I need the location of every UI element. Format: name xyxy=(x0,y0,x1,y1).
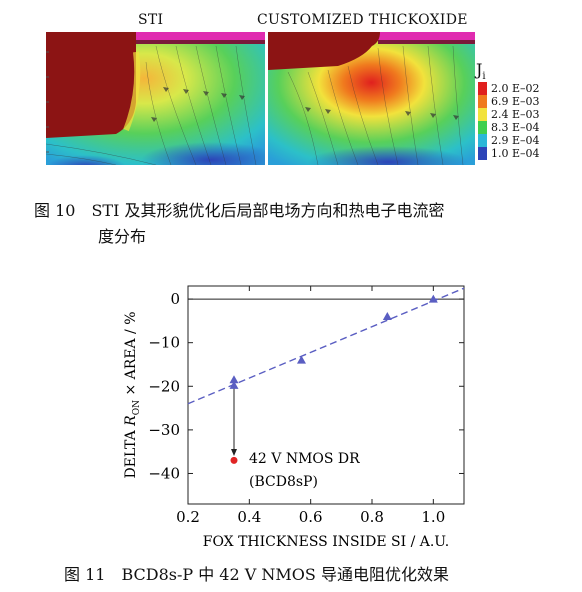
field-plot-sti xyxy=(46,32,265,165)
panel-title-customized: CUSTOMIZED THICKOXIDE xyxy=(257,12,468,28)
x-tick-label: 0.2 xyxy=(176,508,200,526)
x-axis-label: FOX THICKNESS INSIDE SI / A.U. xyxy=(203,534,450,550)
legend-label: 2.4 E–03 xyxy=(491,108,540,121)
x-tick-label: 0.6 xyxy=(299,508,323,526)
legend-swatch xyxy=(478,95,487,108)
legend-swatch xyxy=(478,121,487,134)
x-tick-label: 0.8 xyxy=(360,508,384,526)
legend-label: 1.0 E–04 xyxy=(491,147,540,160)
legend-swatch xyxy=(478,134,487,147)
plot-frame xyxy=(187,285,465,505)
y-tick-label: −30 xyxy=(148,421,180,439)
legend-entry: 1.0 E–04 xyxy=(478,147,540,160)
annotation-arrowhead xyxy=(231,449,237,457)
data-point-triangle xyxy=(229,375,239,384)
panel-title-sti: STI xyxy=(138,12,164,28)
figure11-caption: 图 11 BCD8s-P 中 42 V NMOS 导通电阻优化效果 xyxy=(64,565,449,584)
legend-entry: 2.9 E–04 xyxy=(478,134,540,147)
y-tick-label: −40 xyxy=(148,464,180,482)
legend-swatch xyxy=(478,108,487,121)
data-point-circle xyxy=(230,456,238,464)
y-tick-label: −10 xyxy=(148,334,180,352)
legend-label: 2.9 E–04 xyxy=(491,134,540,147)
x-tick-label: 0.4 xyxy=(237,508,261,526)
x-tick-label: 1.0 xyxy=(421,508,445,526)
legend-title: Ji xyxy=(476,60,486,83)
legend-label: 2.0 E–02 xyxy=(491,82,540,95)
annotation-label-line2: (BCD8sP) xyxy=(249,474,318,490)
legend-entry: 2.4 E–03 xyxy=(478,108,540,121)
figure10-caption-line1: 图 10 STI 及其形貌优化后局部电场方向和热电子电流密 xyxy=(34,201,445,220)
data-point-triangle xyxy=(382,312,392,321)
y-axis-label: DELTA RON × AREA / % xyxy=(123,311,142,478)
data-point-triangle xyxy=(428,294,438,303)
y-tick-label: −20 xyxy=(148,377,180,395)
data-point-triangle xyxy=(296,355,306,364)
legend-swatch xyxy=(478,82,487,95)
legend-entry: 6.9 E–03 xyxy=(478,95,540,108)
legend-label: 8.3 E–04 xyxy=(491,121,540,134)
annotation-label-line1: 42 V NMOS DR xyxy=(249,451,360,467)
legend-swatch xyxy=(478,147,487,160)
figure10-caption-line2: 度分布 xyxy=(98,227,147,246)
legend-entry: 8.3 E–04 xyxy=(478,121,540,134)
y-tick-label: 0 xyxy=(170,290,180,308)
legend-entry: 2.0 E–02 xyxy=(478,82,540,95)
field-plot-customized xyxy=(268,32,475,165)
rdson-chart: 0 −10 −20 −30 −40 0.2 0.4 0.6 0.8 1.0 42 V NMOS … xyxy=(123,285,465,550)
data-point-triangle xyxy=(229,380,239,389)
color-legend: 2.0 E–02 6.9 E–03 2.4 E–03 8.3 E–04 2.9 E–04… xyxy=(478,82,540,160)
legend-label: 6.9 E–03 xyxy=(491,95,540,108)
figure10-caption: 图 10 STI 及其形貌优化后局部电场方向和热电子电流密 度分布 xyxy=(34,198,445,250)
trend-line xyxy=(187,287,465,405)
